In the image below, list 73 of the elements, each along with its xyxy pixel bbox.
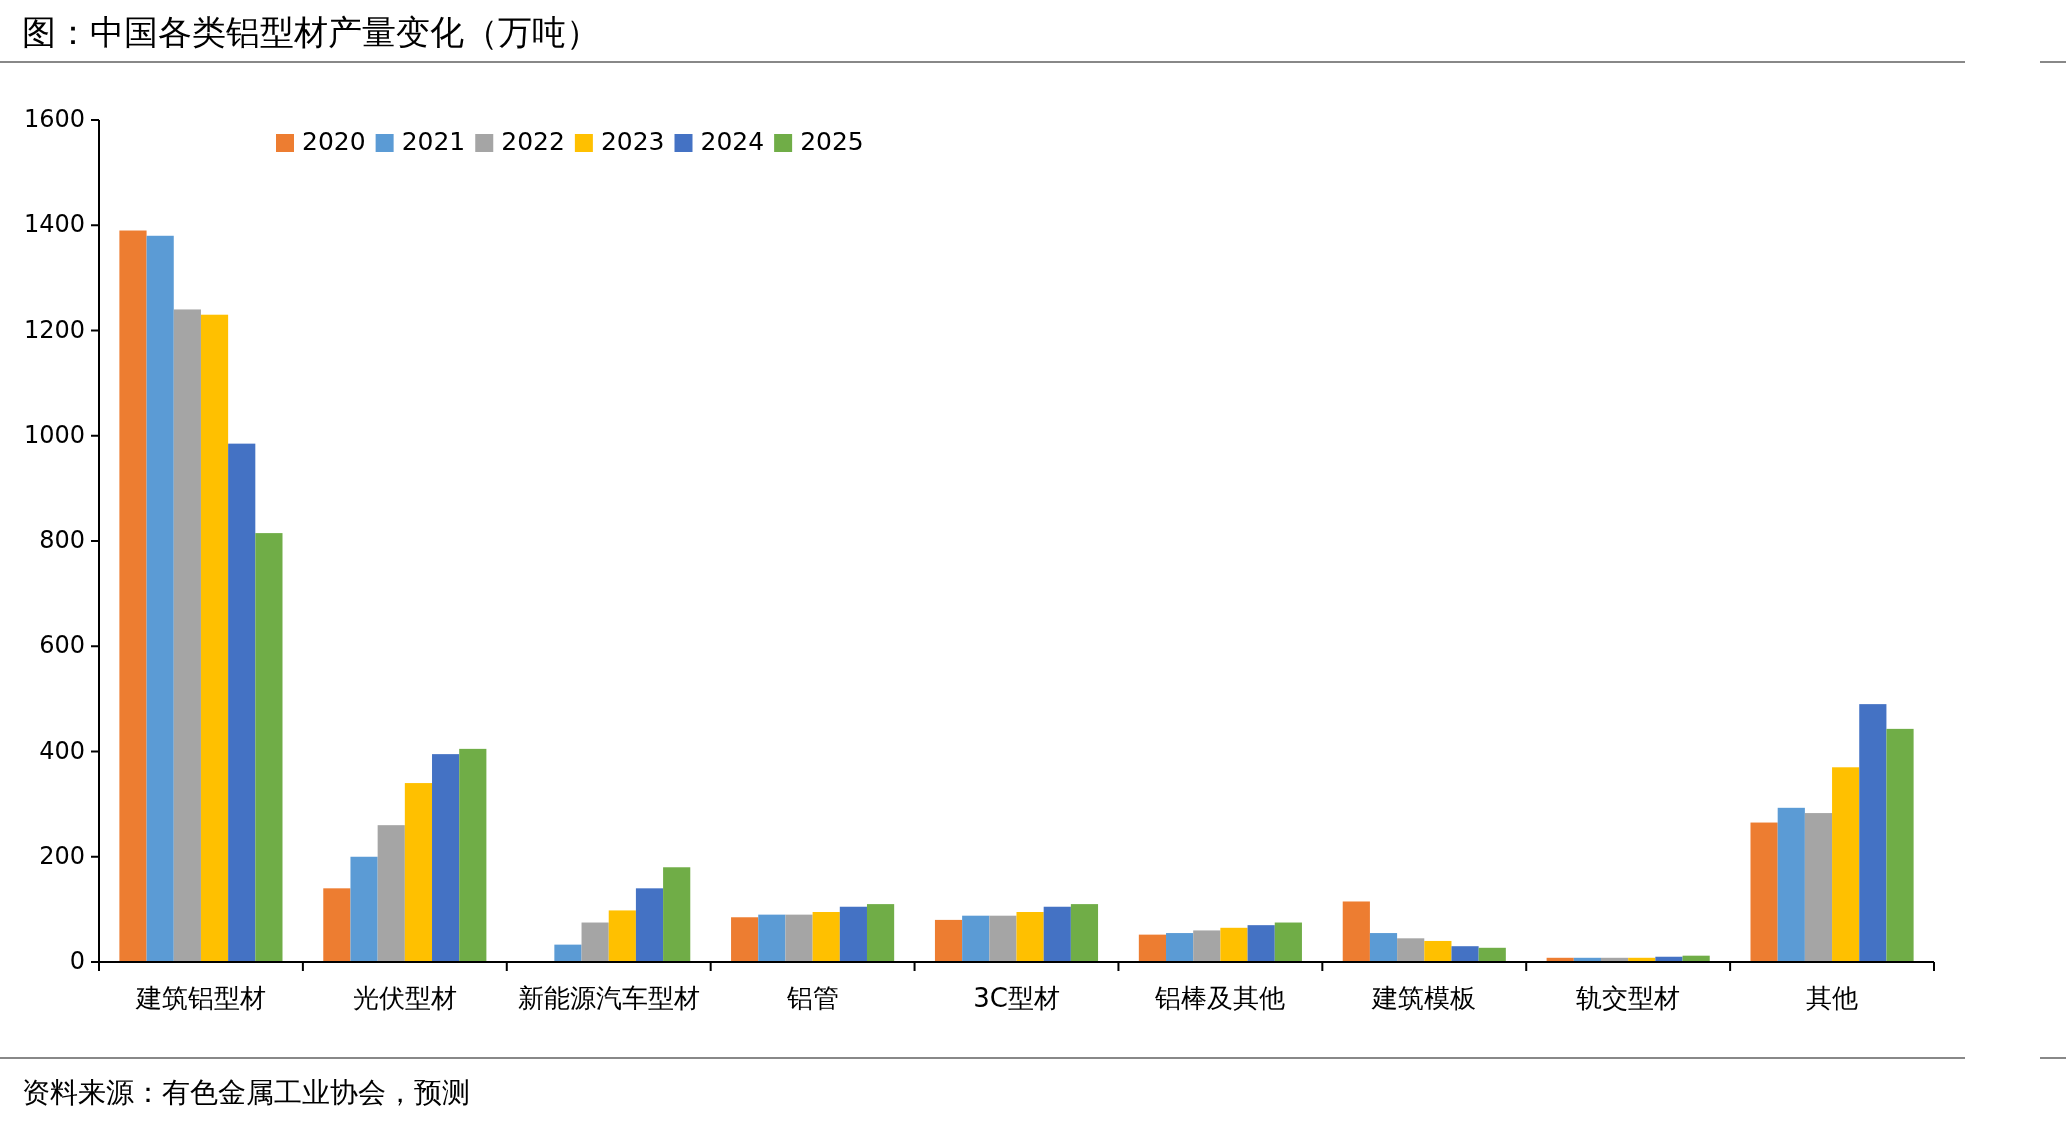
legend-label: 2023 <box>600 127 665 156</box>
bar <box>377 825 405 962</box>
bar <box>119 230 147 962</box>
x-tick-label: 铝棒及其他 <box>1154 982 1286 1013</box>
bar <box>1886 728 1914 962</box>
legend-label: 2021 <box>401 127 466 156</box>
bar <box>839 906 867 962</box>
y-tick-label: 200 <box>39 841 85 870</box>
bar <box>1043 906 1071 962</box>
y-tick-label: 1200 <box>23 315 85 344</box>
y-tick-label: 400 <box>39 736 85 765</box>
bar <box>989 915 1017 962</box>
legend-label: 2020 <box>302 127 366 156</box>
bar <box>1274 922 1302 962</box>
x-tick-label: 轨交型材 <box>1576 982 1681 1013</box>
bar <box>1016 912 1044 962</box>
bar <box>432 754 460 962</box>
y-tick-label: 600 <box>39 631 85 660</box>
x-tick-label: 其他 <box>1806 982 1859 1013</box>
x-tick-label: 光伏型材 <box>352 982 457 1013</box>
bar <box>1424 940 1452 962</box>
bar <box>1247 925 1275 962</box>
bar <box>1750 822 1778 962</box>
bar <box>663 867 691 962</box>
bar <box>323 888 351 962</box>
bar <box>228 443 256 962</box>
legend-label: 2022 <box>501 127 565 156</box>
bar <box>554 944 582 962</box>
bar <box>1166 933 1194 962</box>
bar <box>635 888 664 962</box>
annotation: 资料来源：有色金属工业协会，预测 <box>22 1076 470 1109</box>
bar <box>1193 930 1221 962</box>
legend-label: 2024 <box>700 127 765 156</box>
bar <box>1220 927 1248 962</box>
bar <box>785 914 813 962</box>
y-tick-label: 0 <box>69 947 85 975</box>
bar <box>1369 933 1398 962</box>
bar <box>350 856 378 962</box>
bar <box>758 914 786 962</box>
bar <box>1777 807 1805 962</box>
bar <box>1451 946 1479 962</box>
x-tick-label: 铝管 <box>785 982 839 1013</box>
bar <box>1478 947 1506 962</box>
bar <box>255 533 283 962</box>
bar <box>1342 901 1370 962</box>
x-tick-label: 新能源汽车型材 <box>517 982 700 1013</box>
bar <box>1138 934 1167 962</box>
x-tick-label: 建筑模板 <box>1371 982 1477 1013</box>
bar <box>962 915 990 962</box>
title: 图：中国各类铝型材产量变化（万吨） <box>22 11 600 52</box>
y-tick-label: 1600 <box>23 105 85 133</box>
bar <box>581 922 609 962</box>
bar <box>173 309 201 962</box>
bar <box>1832 767 1860 962</box>
y-tick-label: 1400 <box>23 210 85 239</box>
bar <box>146 235 174 962</box>
y-tick-label: 800 <box>39 526 85 554</box>
bar <box>934 919 963 962</box>
x-tick-label: 建筑铝型材 <box>134 982 266 1013</box>
legend-label: 2025 <box>800 127 864 156</box>
bar <box>1804 813 1833 962</box>
bar <box>866 904 895 962</box>
y-tick-label: 1000 <box>23 420 85 449</box>
bar <box>812 912 840 962</box>
bar <box>459 748 487 962</box>
bar <box>731 917 759 962</box>
bar <box>608 910 636 962</box>
bar <box>200 314 229 962</box>
bar <box>1070 904 1099 962</box>
x-tick-label: 3C型材 <box>973 982 1060 1013</box>
bar <box>1859 704 1887 962</box>
bar <box>1397 938 1425 962</box>
bar <box>404 783 433 962</box>
